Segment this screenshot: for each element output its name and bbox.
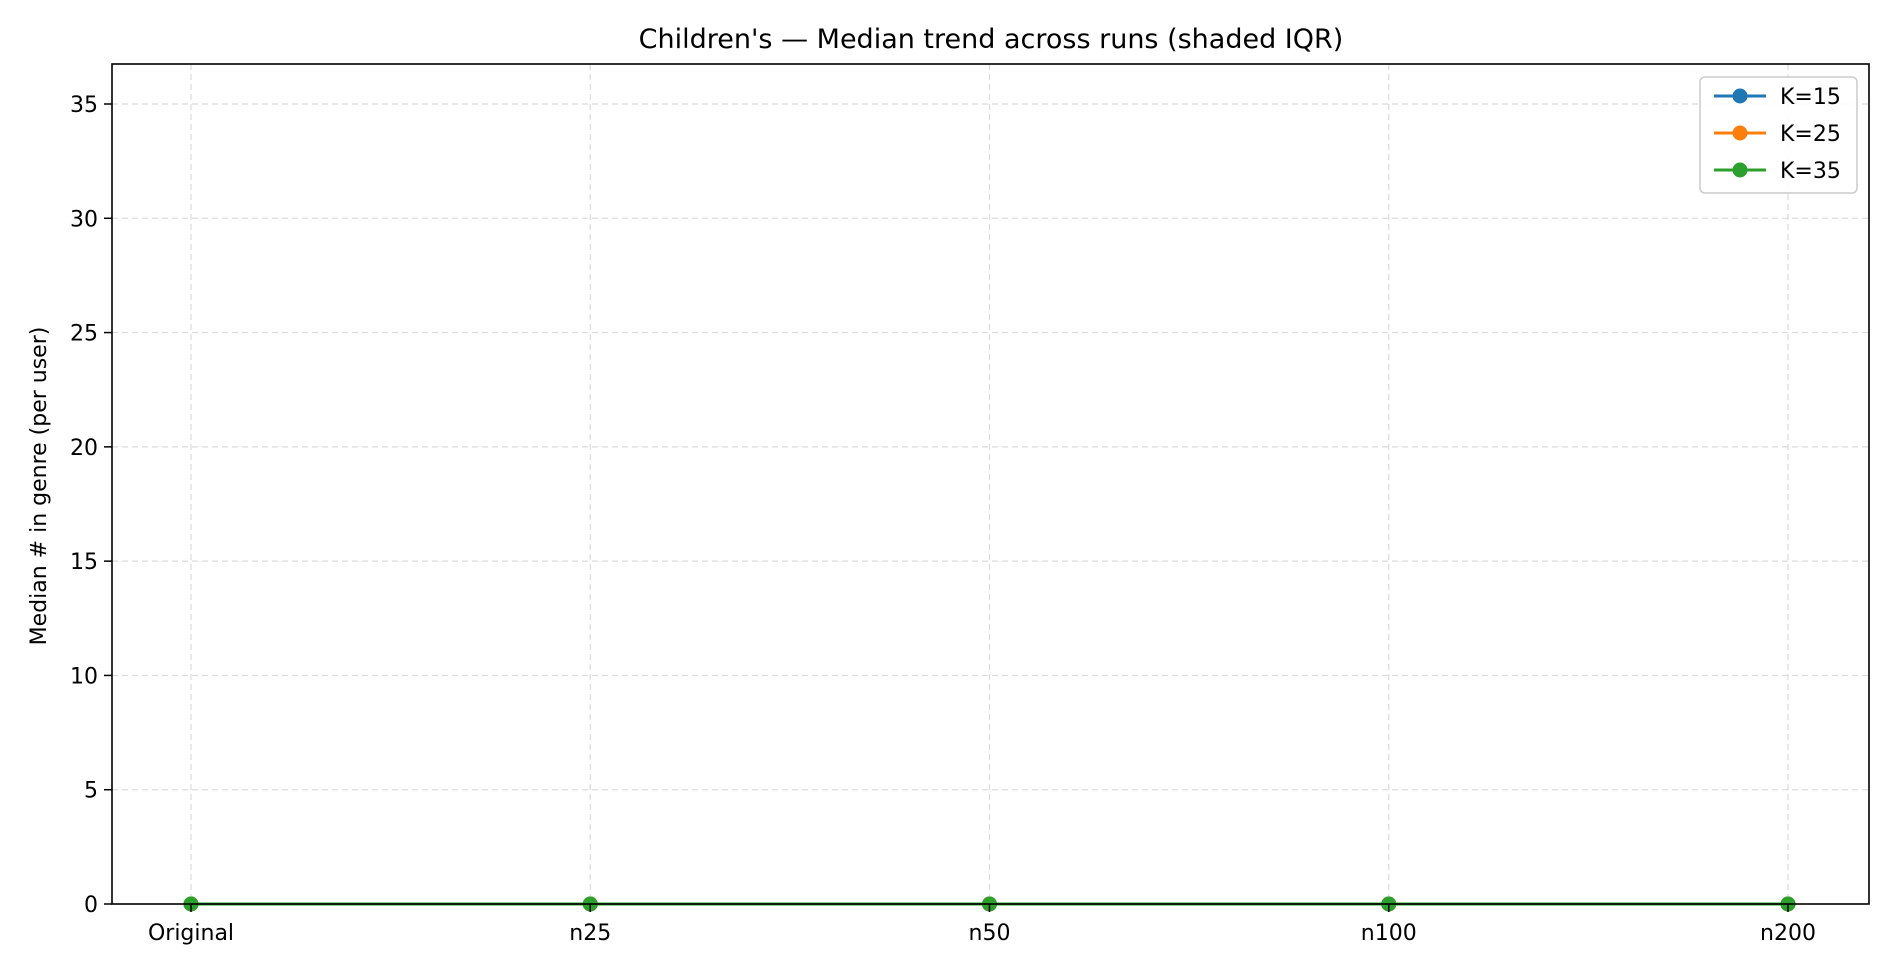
x-tick-label: n200 [1760, 921, 1816, 946]
y-tick-label: 0 [84, 893, 98, 918]
axis-ticks: Original n25 n50 n100 n200 0 5 10 15 20 25 30 35 [70, 93, 1816, 946]
y-tick-label: 25 [70, 322, 98, 347]
y-tick-label: 5 [84, 779, 98, 804]
legend-label: K=35 [1780, 159, 1841, 184]
y-tick-label: 20 [70, 436, 98, 461]
legend-label: K=15 [1780, 85, 1841, 110]
plot-area-frame [111, 63, 1870, 905]
legend-label: K=25 [1780, 122, 1841, 147]
x-tick-label: n50 [969, 921, 1011, 946]
legend-marker [1732, 88, 1748, 104]
x-tick-label: n25 [569, 921, 611, 946]
y-tick-label: 15 [70, 550, 98, 575]
chart-title: Children's — Median trend across runs (s… [639, 24, 1344, 55]
legend: K=15 K=25 K=35 [1699, 76, 1858, 194]
x-tick-label: n100 [1361, 921, 1417, 946]
legend-marker [1732, 125, 1748, 141]
y-tick-label: 10 [70, 664, 98, 689]
grid [112, 64, 1869, 904]
y-tick-label: 35 [70, 93, 98, 118]
x-tick-label: Original [148, 921, 234, 946]
y-axis-label: Median # in genre (per user) [27, 327, 52, 646]
legend-marker [1732, 162, 1748, 178]
y-tick-label: 30 [70, 207, 98, 232]
